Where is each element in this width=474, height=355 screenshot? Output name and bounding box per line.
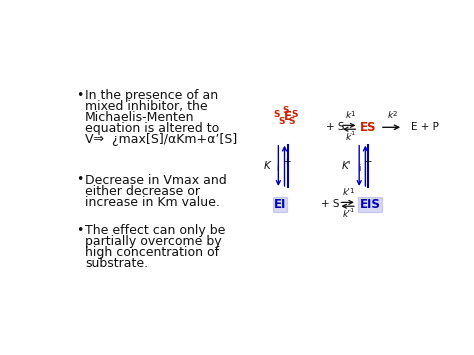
Text: 2: 2 xyxy=(392,110,397,116)
Text: S: S xyxy=(288,117,295,126)
Text: increase in Km value.: increase in Km value. xyxy=(85,196,220,209)
Text: k: k xyxy=(346,111,351,120)
Text: S: S xyxy=(278,117,285,126)
Text: •: • xyxy=(76,224,83,236)
Text: S: S xyxy=(282,106,289,115)
Text: -1: -1 xyxy=(348,208,355,213)
Text: ES: ES xyxy=(360,121,377,134)
Text: + S: + S xyxy=(321,199,339,209)
Text: i: i xyxy=(276,164,278,173)
Text: 1: 1 xyxy=(349,187,354,193)
Text: k: k xyxy=(346,133,351,142)
Text: EIS: EIS xyxy=(360,198,381,211)
Text: i: i xyxy=(358,164,361,173)
Text: In the presence of an: In the presence of an xyxy=(85,89,218,102)
Text: Michaelis-Menten: Michaelis-Menten xyxy=(85,111,194,124)
Text: •: • xyxy=(76,174,83,186)
Text: mixed inhibitor, the: mixed inhibitor, the xyxy=(85,100,208,113)
Text: substrate.: substrate. xyxy=(85,257,148,270)
Text: S: S xyxy=(291,110,298,120)
Text: S: S xyxy=(273,110,280,120)
Text: Decrease in Vmax and: Decrease in Vmax and xyxy=(85,174,227,186)
Text: EI: EI xyxy=(273,198,286,211)
Text: +: + xyxy=(364,157,373,167)
Text: •: • xyxy=(76,89,83,102)
Text: +: + xyxy=(283,157,292,167)
Text: either decrease or: either decrease or xyxy=(85,185,200,198)
Text: 1: 1 xyxy=(350,110,355,116)
Text: E + P: E + P xyxy=(411,122,438,132)
Text: equation is altered to: equation is altered to xyxy=(85,122,219,135)
Text: k: k xyxy=(388,111,393,120)
Text: The effect can only be: The effect can only be xyxy=(85,224,226,236)
Text: k': k' xyxy=(342,189,350,197)
Text: k': k' xyxy=(342,211,350,219)
Text: E: E xyxy=(283,110,292,123)
Text: + S: + S xyxy=(326,122,345,132)
Text: K': K' xyxy=(342,161,352,171)
Text: partially overcome by: partially overcome by xyxy=(85,235,222,248)
Text: K: K xyxy=(264,161,271,171)
Text: -1: -1 xyxy=(349,131,356,136)
Text: high concentration of: high concentration of xyxy=(85,246,219,259)
Text: V⇒  ¿max[S]/αKm+α’[S]: V⇒ ¿max[S]/αKm+α’[S] xyxy=(85,133,237,147)
